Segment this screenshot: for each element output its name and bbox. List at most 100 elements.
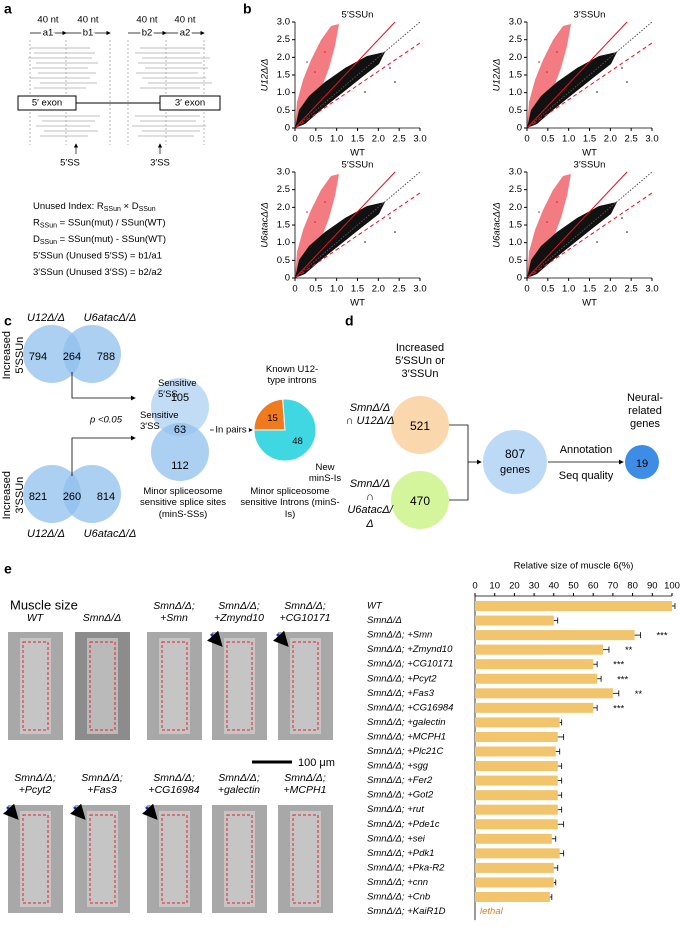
category-label: SmnΔ/Δ; +Smn	[367, 630, 432, 641]
formula: RSSun = SSun(mut) / SSun(WT)	[33, 217, 166, 229]
muscle-highlight	[87, 638, 118, 734]
x-tick-label: 0.5	[309, 134, 322, 145]
formulas: Unused Index: RSSun × DSSun RSSun = SSun(…	[33, 201, 166, 278]
image-label: SmnΔ/Δ; +Fas3	[81, 771, 123, 797]
x-tick-label: 60	[588, 581, 599, 592]
x-axis-label: WT	[350, 148, 365, 159]
y-tick-label: 2.0	[509, 202, 522, 213]
y-tick-label: 1.5	[277, 220, 290, 231]
category-label: SmnΔ/Δ; +sei	[367, 833, 426, 844]
bar	[475, 630, 635, 641]
formula: Unused Index: RSSun × DSSun	[33, 201, 156, 213]
y-axis-label: U12Δ/Δ	[260, 59, 271, 92]
header: Increased 5′SSUn or 3′SSUn	[395, 342, 445, 381]
pointer-arrow	[207, 630, 223, 647]
splice-diagram	[28, 40, 212, 145]
x-tick-label: 2.5	[393, 134, 406, 145]
y-tick-label: 2.5	[277, 34, 290, 45]
category-label: SmnΔ/Δ; +Pcyt2	[367, 673, 437, 684]
bar	[475, 892, 550, 902]
x-tick-label: 2.0	[604, 134, 617, 145]
venn-count: 260	[63, 491, 81, 503]
muscle-outline	[226, 641, 253, 731]
venn-count: 63	[174, 424, 186, 436]
muscle-outline	[22, 641, 49, 731]
venn-count: 264	[63, 351, 81, 363]
y-tick-label: 1.0	[509, 87, 522, 98]
y-tick-label: 0.5	[509, 105, 522, 116]
bar	[475, 702, 594, 713]
value-label: lethal	[480, 906, 504, 917]
venn-count: 814	[97, 491, 115, 503]
y-tick-label: 0	[285, 273, 290, 284]
x-tick-label: 1.5	[583, 284, 596, 295]
muscle-highlight	[224, 811, 255, 907]
significance: ***	[613, 660, 624, 671]
pie-label: Known U12-type introns	[265, 364, 319, 387]
category-label: SmnΔ/Δ; +cnn	[367, 877, 428, 888]
panel-label: b	[243, 1, 252, 17]
y-tick-label: 1.0	[277, 237, 290, 248]
point-cloud	[294, 171, 421, 279]
image-label: SmnΔ/Δ; +CG10171	[279, 599, 331, 625]
formula-part: Unused Index: R	[33, 201, 104, 212]
site-label: 5′SS	[60, 158, 80, 169]
formula-part: 5′SSun (Unused 5′SS) = b1/a1	[33, 250, 162, 261]
image-label: SmnΔ/Δ; +MCPH1	[283, 771, 327, 797]
significance: ***	[617, 674, 628, 685]
chart-title: 3′SSUn	[574, 160, 606, 171]
venn-count: 105	[171, 392, 189, 404]
x-tick-label: 2.5	[625, 134, 638, 145]
y-tick-label: 3.0	[277, 17, 290, 28]
y-tick-label: 1.5	[509, 70, 522, 81]
pointer-arrow	[273, 630, 289, 647]
panel-label: e	[4, 561, 12, 577]
union-unit: genes	[500, 464, 530, 476]
muscle-highlight	[20, 638, 51, 734]
exon-label: 5′ exon	[32, 98, 62, 109]
set-label: U12Δ/Δ	[27, 528, 65, 540]
category-label: SmnΔ/Δ; +Cnb	[367, 892, 430, 903]
y-axis-label: U12Δ/Δ	[492, 59, 503, 92]
segment-label: b1	[83, 28, 94, 39]
result-count: 19	[636, 458, 648, 470]
category-label: WT	[367, 601, 383, 612]
x-tick-label: 50	[568, 581, 579, 592]
chart-title: Relative size of muscle 6(%)	[514, 561, 634, 572]
image-label: SmnΔ/Δ; +Zmynd10	[214, 599, 264, 625]
chart-title: 5′SSUn	[342, 160, 374, 171]
y-axis-label: U6atacΔ/Δ	[260, 202, 271, 248]
y-tick-label: 2.0	[277, 202, 290, 213]
x-tick-label: 3.0	[413, 134, 426, 145]
result-label: Neural-related genes	[626, 392, 664, 431]
panel-label: a	[4, 1, 12, 17]
pie-label: New minS-Is	[308, 462, 342, 485]
category-label: SmnΔ/Δ; +rut	[367, 804, 424, 815]
category-label: SmnΔ/Δ; +Fas3	[367, 688, 435, 699]
muscle-outline	[89, 641, 116, 731]
bar	[475, 673, 598, 684]
y-tick-label: 0.5	[277, 105, 290, 116]
scale-bar-label: 100 μm	[298, 757, 335, 769]
y-tick-label: 1.0	[277, 87, 290, 98]
y-tick-label: 0.5	[277, 255, 290, 266]
subscript: SSun	[104, 206, 121, 213]
x-tick-label: 1.5	[351, 134, 364, 145]
category-label: SmnΔ/Δ; +Got2	[367, 790, 434, 801]
x-tick-label: 10	[489, 581, 500, 592]
y-tick-label: 2.5	[277, 184, 290, 195]
set-label: U6atacΔ/Δ	[84, 528, 137, 540]
x-tick-label: 0	[472, 581, 477, 592]
muscle-highlight	[224, 638, 255, 734]
x-tick-label: 2.5	[625, 284, 638, 295]
pie-value: 48	[292, 436, 303, 447]
length-label: 40 nt	[174, 15, 195, 26]
x-tick-label: 1.5	[583, 134, 596, 145]
pointer-arrow	[70, 803, 86, 820]
bar	[475, 717, 560, 728]
point-cloud	[526, 21, 653, 129]
y-tick-label: 0.5	[509, 255, 522, 266]
muscle-images	[3, 630, 333, 913]
category-label: SmnΔ/Δ; +Pde1c	[367, 819, 440, 830]
category-label: SmnΔ/Δ; +sgg	[367, 761, 429, 772]
